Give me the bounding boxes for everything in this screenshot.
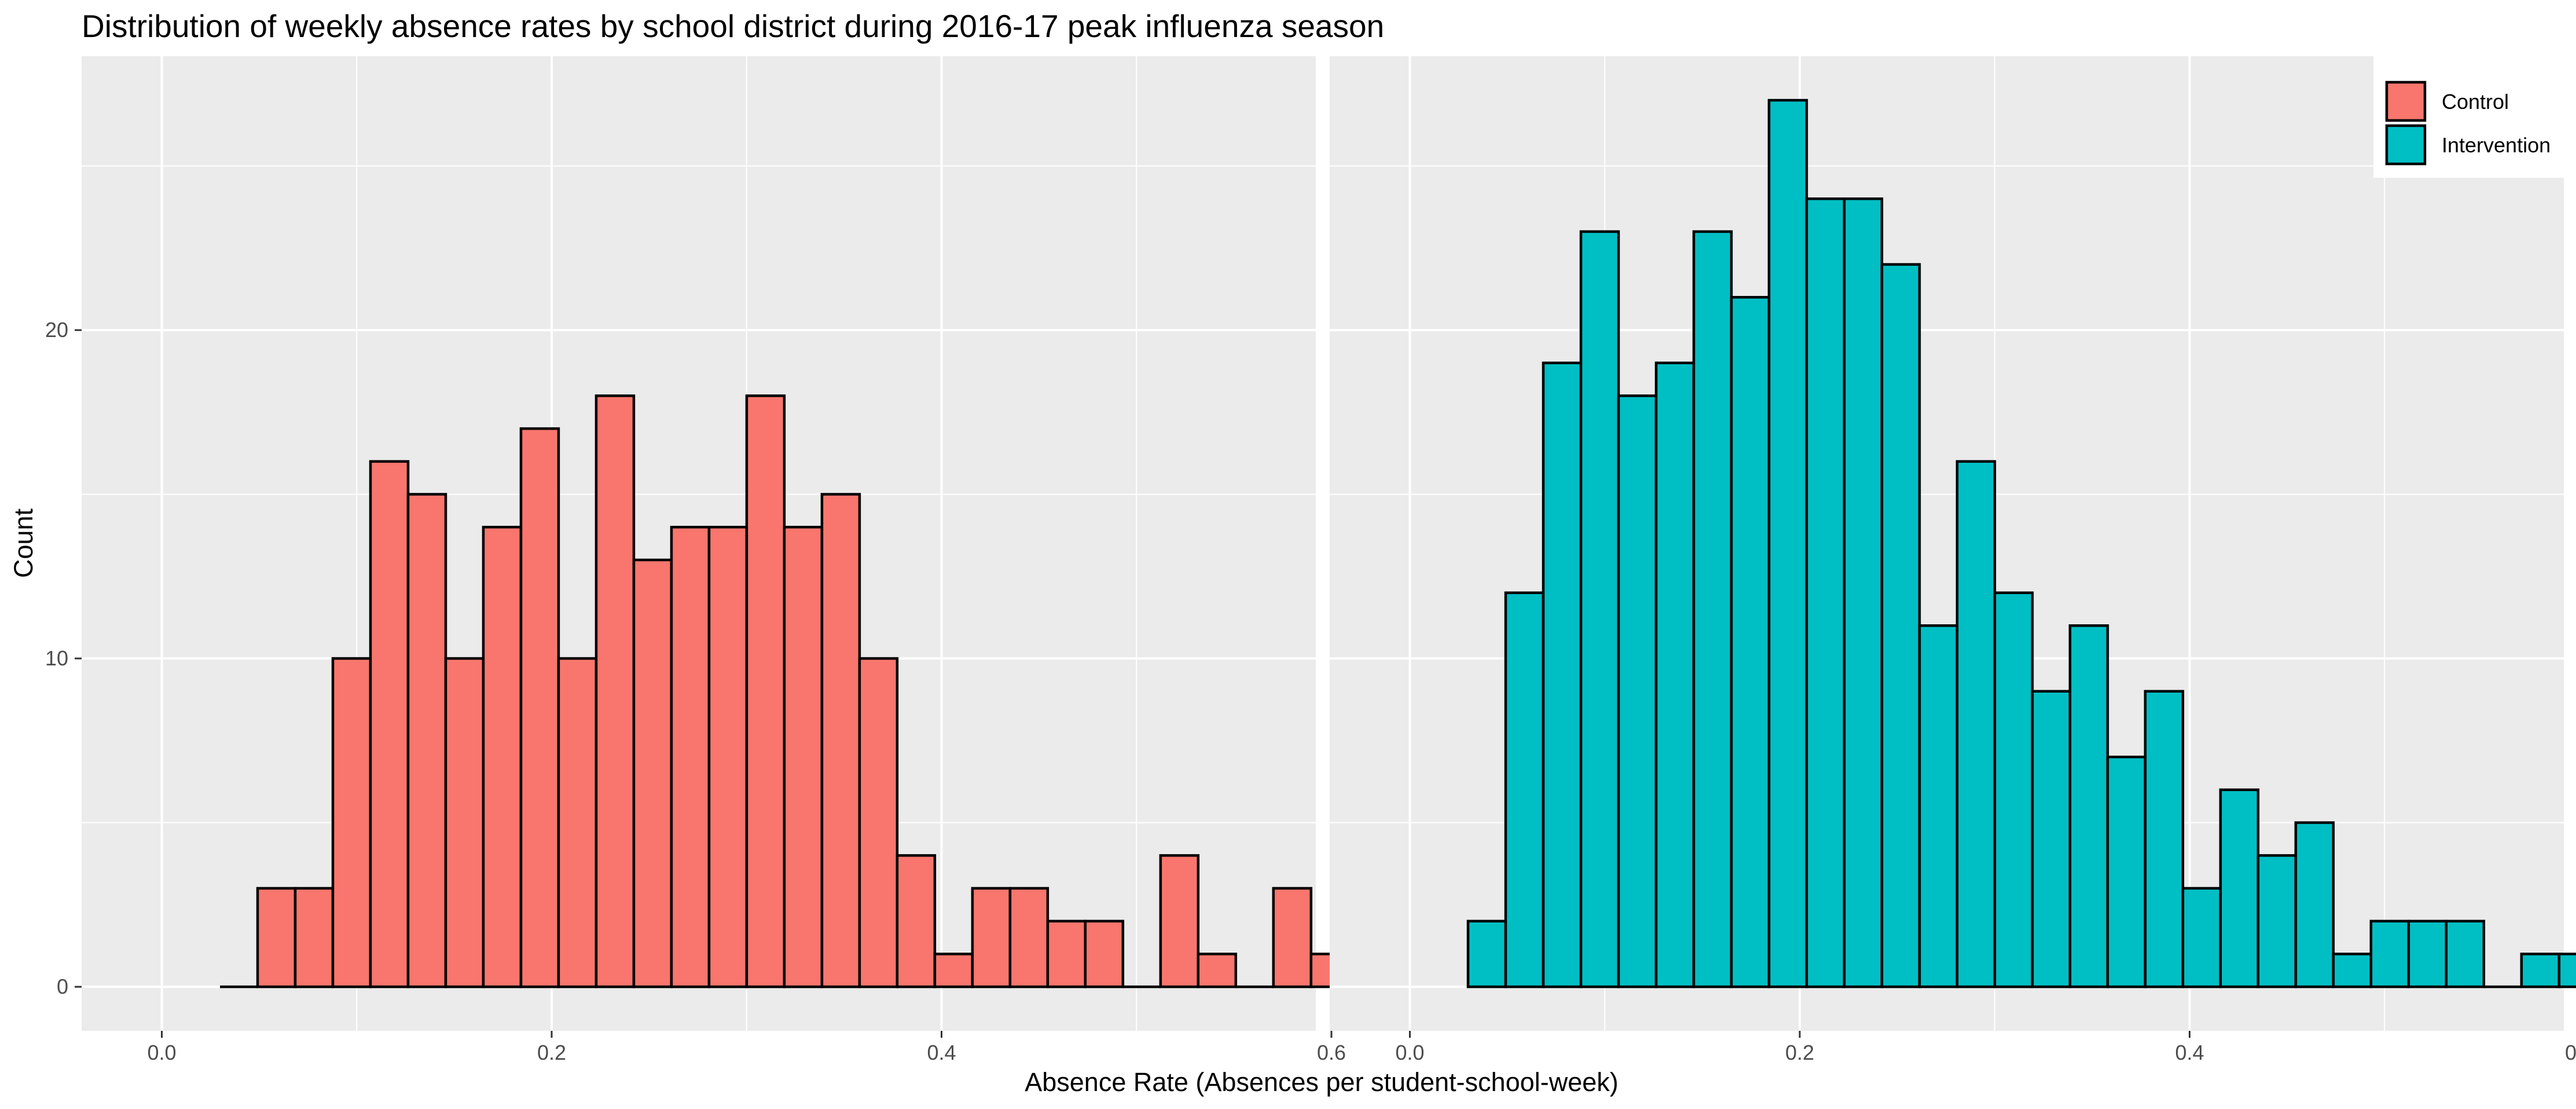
histogram-bar [1880,263,1921,989]
y-tick-label: 0 [57,975,68,998]
histogram-bar [2557,953,2576,989]
x-tick-label: 0.2 [1785,1041,1814,1064]
histogram-bar [557,657,598,989]
histogram-bar [1272,887,1313,989]
histogram-bar [519,427,560,989]
chart-title: Distribution of weekly absence rates by … [82,8,1384,44]
histogram-bar [256,887,297,989]
histogram-bar [745,394,786,989]
histogram-bar [632,558,673,989]
histogram-bar [2068,624,2109,989]
histogram-bar [1617,394,1658,989]
histogram-bar [1159,854,1200,989]
x-tick-label: 0.0 [147,1041,176,1064]
histogram-bar [2031,690,2072,989]
legend-label: Control [2442,90,2509,114]
histogram-bar [670,525,711,989]
histogram-bar [971,887,1012,989]
histogram-bar [707,525,748,989]
histogram-bar [1197,953,1238,989]
histogram-bar [406,493,447,989]
facet-panel-intervention: 0.0 0.2 0.4 0.6 [1330,56,2576,1064]
histogram-bar [1579,230,1620,989]
histogram-bar [1084,920,1125,989]
x-tick-label: 0.4 [927,1041,956,1064]
histogram-bar [2369,920,2410,989]
histogram-bar [1466,920,1507,989]
histogram-bar [820,493,861,989]
histogram-bar [858,657,899,989]
histogram-bar [1504,591,1545,989]
histogram-bar [1918,624,1959,989]
y-tick-label: 10 [45,646,68,670]
histogram-bar [2256,854,2298,989]
histogram-bar [2294,821,2335,989]
histogram-bar [482,525,523,989]
histogram-bar [595,394,636,989]
histogram-bar [1843,197,1884,989]
x-tick-label: 0.0 [1395,1041,1424,1064]
histogram-bar [2520,953,2561,989]
histogram-bar [933,953,974,989]
legend-key [2385,80,2427,122]
histogram-bar [331,657,372,989]
histogram-bar [2181,887,2222,989]
y-axis-label: Count [9,508,38,578]
histogram-bar [293,887,335,989]
histogram-bar [1008,887,1050,989]
histogram-bar [1730,296,1771,989]
histogram-bar [369,460,410,989]
legend-label: Intervention [2442,133,2551,157]
histogram-bar [1046,920,1087,989]
legend: Control Intervention [2373,56,2576,178]
histogram-bar [2219,788,2260,989]
histogram-bar [1692,230,1733,989]
x-tick-label: 0.6 [1317,1041,1346,1064]
histogram-bar [1993,591,2034,989]
histogram-bar [1542,361,1583,989]
histogram-bar [444,657,485,989]
histogram-bar [1805,197,1846,989]
histogram-bar [1654,361,1696,989]
facet-panels: 0.0 0.2 0.4 0.6 0.0 0.2 0.4 0.6 0 10 20 [45,56,2576,1064]
x-axis-label: Absence Rate (Absences per student-schoo… [1025,1067,1619,1097]
histogram-bar [2144,690,2185,989]
histogram-bar [896,854,937,989]
histogram-bar [2407,920,2448,989]
histogram-bar [1955,460,1997,989]
y-tick-label: 20 [45,318,68,342]
x-tick-label: 0.4 [2175,1041,2204,1064]
histogram-bar [2332,953,2373,989]
x-tick-label: 0.2 [537,1041,566,1064]
facet-panel-control: 0.0 0.2 0.4 0.6 [82,56,1351,1064]
histogram-bar [1767,98,1808,989]
x-tick-label: 0.6 [2565,1041,2576,1064]
histogram-bar [2445,920,2486,989]
histogram-bar [2106,755,2147,989]
y-axis: 0 10 20 [45,318,82,998]
histogram-bar [783,525,824,989]
legend-key [2385,124,2427,166]
